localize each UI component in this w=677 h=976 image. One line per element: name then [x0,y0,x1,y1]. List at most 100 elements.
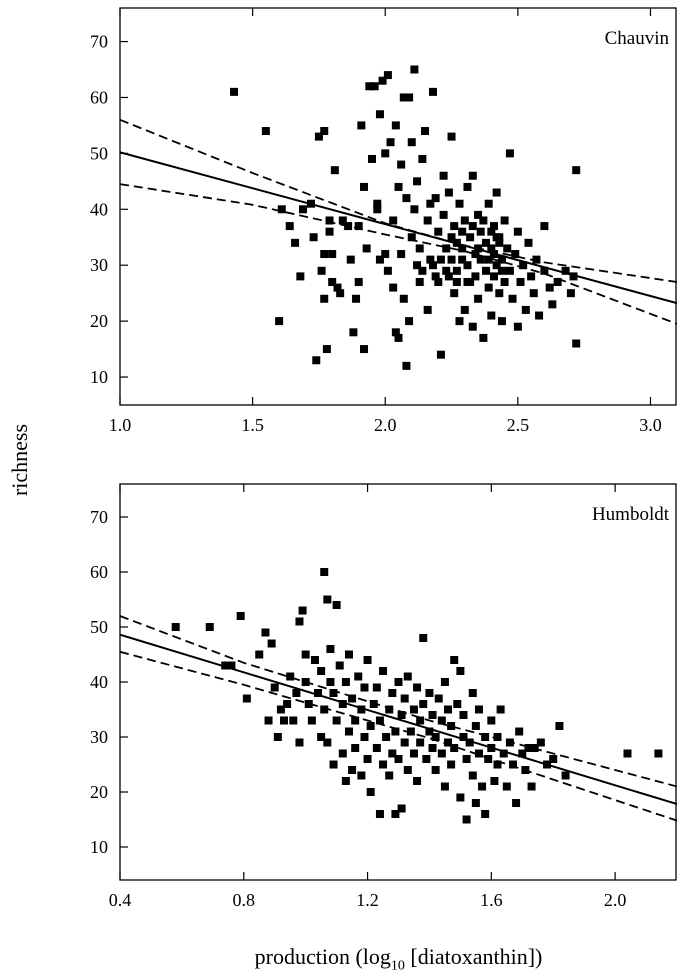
data-point [484,255,493,264]
x-tick-label: 3.0 [639,415,662,435]
y-tick-label: 30 [90,255,108,275]
data-point [508,294,517,303]
x-axis-label: production (log10 [diatoxanthin]) [120,944,677,974]
data-point [515,727,524,736]
x-tick-label: 1.2 [356,890,379,910]
data-point [372,683,381,692]
data-point [518,749,527,758]
data-point [415,244,424,253]
data-point [389,216,398,225]
data-point [481,733,490,741]
data-point [341,678,350,686]
data-point [375,716,384,725]
x-tick-label: 1.0 [109,415,132,435]
data-point [389,283,398,292]
data-point [410,205,419,214]
data-point [383,71,392,80]
data-point [476,255,485,264]
data-point [344,727,353,736]
data-point [479,333,488,342]
data-point [471,722,480,730]
data-point [524,238,533,247]
data-point [455,199,464,208]
data-point [474,749,483,758]
chart-panel-1: 1.0 1.5 2.0 2.5 3.0 10 20 30 40 50 60 70 Chauvin [90,7,677,435]
data-point [434,227,443,236]
data-point [447,760,456,769]
y-tick-label: 60 [90,562,108,582]
data-point [397,250,406,259]
data-point [431,733,440,741]
confidence-band-lower [120,650,677,822]
data-point [385,771,394,780]
data-point [437,749,446,758]
data-point [484,199,493,208]
data-point [351,716,360,725]
data-point [421,127,430,136]
data-point [227,661,236,670]
data-point [458,255,467,264]
data-point [474,210,483,219]
data-point [654,749,663,758]
y-axis-label-text: richness [7,423,32,497]
data-point [462,815,471,824]
data-point [391,810,400,818]
data-point [549,755,558,763]
data-point [397,160,406,169]
data-point [328,250,337,259]
data-point [277,205,286,214]
data-point [502,782,511,791]
data-point [566,289,575,298]
data-point [505,266,514,275]
data-point [479,216,488,225]
data-point [402,361,411,370]
data-point [466,233,475,242]
data-point [365,82,374,91]
data-point [375,255,384,264]
data-point [292,689,301,697]
data-point [413,683,422,692]
data-point [357,121,366,130]
data-point [388,689,397,697]
data-point [360,182,369,191]
data-point [497,255,506,264]
data-point [351,744,360,752]
data-point [382,733,391,741]
data-point [394,678,403,686]
data-point [431,766,440,774]
data-point [354,277,363,286]
x-axis-label-suffix: [diatoxanthin]) [404,944,543,969]
data-point [270,683,279,692]
data-point [413,261,422,270]
confidence-band-upper [120,118,677,283]
y-tick-label: 50 [90,617,108,637]
data-point [463,277,472,286]
chart-panel-2: 0.4 0.8 1.2 1.6 2.0 10 20 30 40 50 60 70 Humboldt [90,483,677,910]
data-point [360,683,369,692]
data-point [407,233,416,242]
y-axis-label: richness [0,424,40,496]
y-tick-label: 70 [90,507,108,527]
data-point [437,716,446,725]
data-point [360,345,369,354]
data-point [323,738,332,747]
data-point [524,744,533,752]
data-point [415,277,424,286]
data-point [403,766,412,774]
data-point [471,272,480,281]
data-point [492,233,501,242]
data-point [572,166,581,175]
data-point [261,628,270,637]
data-point [489,272,498,281]
data-point [320,294,329,303]
data-point [381,250,390,259]
data-point [512,799,521,807]
data-point [264,716,273,725]
data-point [516,277,525,286]
data-point [419,700,428,708]
data-point [474,705,483,714]
data-point [521,305,530,314]
data-point [527,272,536,281]
data-point [548,300,557,309]
data-point [413,777,422,785]
